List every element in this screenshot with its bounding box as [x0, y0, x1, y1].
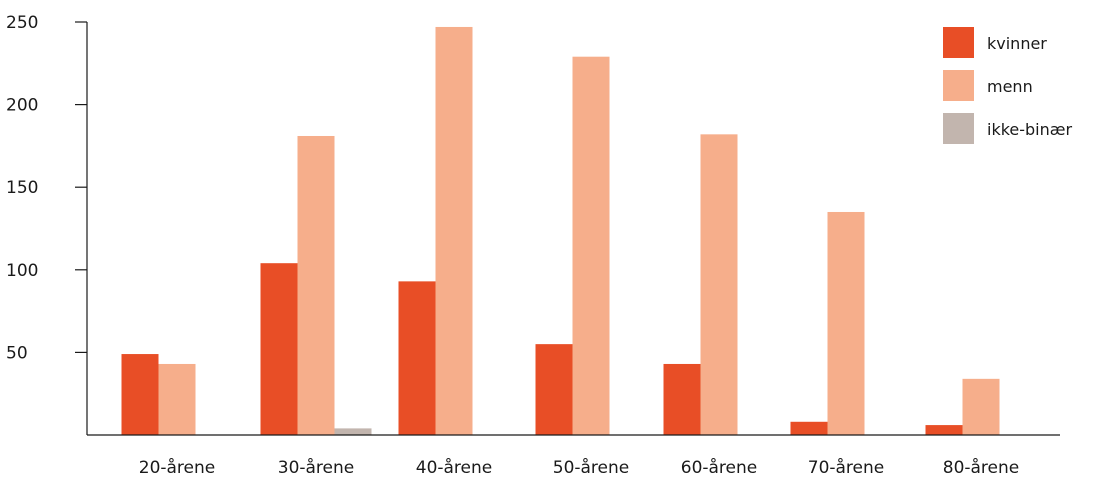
legend-swatch-ikke-binær	[943, 113, 974, 144]
y-tick-label: 250	[6, 13, 38, 33]
x-tick-label: 80-årene	[943, 457, 1020, 478]
bar-ikke-binær-1	[334, 428, 372, 435]
x-tick-label: 30-årene	[278, 457, 355, 478]
bar-menn-6	[962, 378, 1000, 435]
legend-label: ikke-binær	[987, 120, 1072, 139]
bar-kvinner-3	[535, 344, 573, 435]
bar-menn-2	[435, 26, 473, 436]
legend: kvinner menn ikke-binær	[943, 27, 1072, 144]
bar-kvinner-5	[790, 421, 828, 435]
y-tick-label: 50	[6, 343, 28, 363]
y-tick-label: 100	[6, 261, 38, 281]
y-axis: 50 100 150 200 250	[6, 13, 88, 435]
bar-menn-4	[700, 134, 738, 435]
bar-menn-3	[572, 56, 610, 435]
bar-menn-0	[158, 363, 196, 435]
x-tick-label: 20-årene	[139, 457, 216, 478]
legend-swatch-kvinner	[943, 27, 974, 58]
bar-kvinner-1	[260, 263, 298, 435]
y-tick-label: 200	[6, 96, 38, 116]
bar-kvinner-0	[121, 354, 159, 435]
bar-menn-5	[827, 211, 865, 435]
bar-kvinner-2	[398, 281, 436, 435]
legend-swatch-menn	[943, 70, 974, 101]
legend-label: menn	[987, 77, 1033, 96]
x-tick-label: 60-årene	[681, 457, 758, 478]
x-tick-label: 50-årene	[553, 457, 630, 478]
x-axis: 20-årene 30-årene 40-årene 50-årene 60-årene…	[87, 434, 1060, 478]
x-tick-label: 70-årene	[808, 457, 885, 478]
legend-label: kvinner	[987, 34, 1047, 53]
bar-kvinner-6	[925, 425, 963, 435]
bar-menn-1	[297, 135, 335, 435]
x-tick-label: 40-årene	[416, 457, 493, 478]
y-tick-label: 150	[6, 178, 38, 198]
bars	[121, 26, 1000, 436]
bar-kvinner-4	[663, 363, 701, 435]
